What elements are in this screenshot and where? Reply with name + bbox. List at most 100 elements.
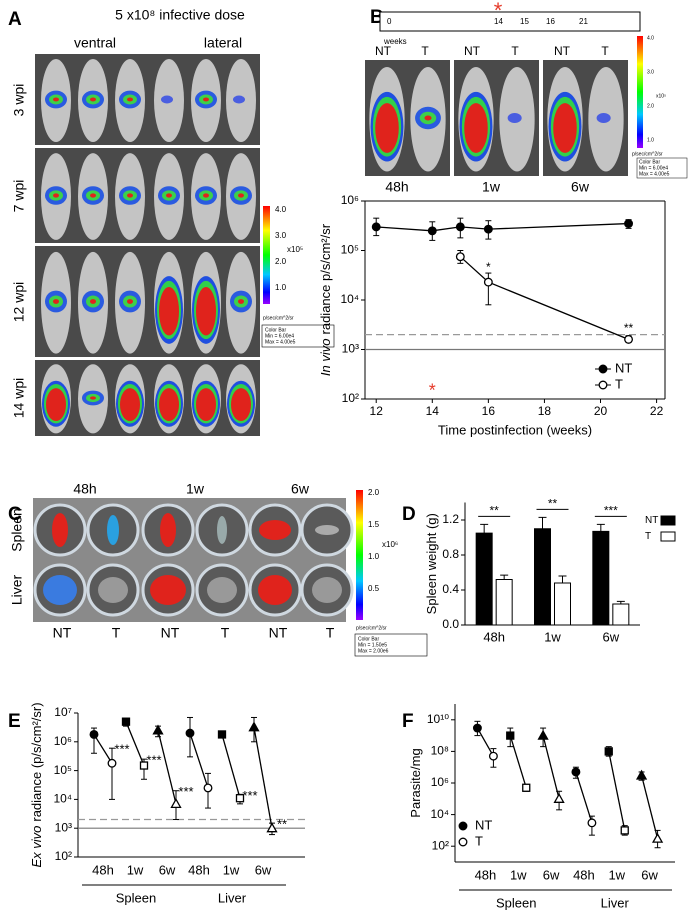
bar [612, 603, 630, 626]
panel-label: E [8, 711, 21, 732]
group-label: T [421, 44, 429, 58]
group-label: T [221, 625, 230, 641]
x-tick-label: 14 [426, 404, 440, 418]
color-bar-legend-text: Color Bar [639, 159, 660, 165]
image-background [35, 148, 260, 243]
legend-label: T [645, 531, 651, 542]
color-bar-legend-text: Max = 2.00e6 [358, 648, 389, 654]
pair-line [542, 735, 560, 799]
legend-label: NT [615, 360, 632, 375]
y-tick-label: 10² [342, 391, 359, 405]
y-tick-label: 10⁷ [54, 705, 72, 719]
marker [235, 794, 245, 803]
y-tick-label: 10⁵ [341, 243, 359, 257]
organ-signal [258, 575, 292, 605]
y-axis-title: Spleen weight (g) [424, 513, 439, 614]
organ-signal [312, 577, 342, 603]
panel-label: A [8, 9, 22, 30]
y-tick-label: 10⁴ [340, 292, 359, 306]
marker [483, 224, 493, 234]
pair-line [93, 734, 113, 764]
y-tick-label: 10⁸ [431, 744, 449, 758]
color-bar-unit: p/sec/cm^2/sr [356, 625, 387, 631]
y-tick-label: 10³ [342, 342, 359, 356]
organ-label: Spleen [9, 508, 25, 552]
organ-signal [207, 577, 237, 603]
group-label: Spleen [496, 895, 536, 910]
marker [651, 832, 664, 843]
mouse-image [41, 251, 71, 354]
x-tick-label: 6w [603, 629, 620, 644]
y-tick-label: 0.0 [442, 617, 459, 631]
pair-line [608, 751, 626, 831]
marker [624, 219, 634, 229]
color-bar-tick: 3.0 [275, 231, 287, 240]
significance-label: ** [489, 504, 499, 518]
group-label: NT [269, 625, 288, 641]
color-bar-unit: p/sec/cm^2/sr [263, 315, 294, 321]
view-label: lateral [204, 35, 242, 51]
group-label: Liver [218, 890, 247, 905]
timeline-label: 16 [546, 17, 555, 26]
annotation: * [429, 381, 436, 401]
x-tick-label: 22 [650, 404, 664, 418]
significance-label: *** [146, 753, 161, 768]
marker [107, 758, 117, 768]
color-bar [637, 36, 643, 148]
color-bar [356, 490, 363, 620]
marker [89, 729, 99, 739]
x-tick-label: 1w [223, 862, 240, 877]
y-axis-title: In vivo radiance p/s/cm²/sr [318, 223, 333, 376]
group-label: NT [375, 44, 392, 58]
y-axis-title-italic: In vivo [318, 338, 333, 376]
timeline-unit: weeks [383, 37, 407, 46]
color-bar-tick: 4.0 [647, 35, 654, 41]
marker [455, 252, 465, 262]
row-label: 12 wpi [11, 282, 27, 322]
color-bar-tick: 1.0 [368, 552, 380, 561]
mouse-image [78, 251, 108, 354]
marker [587, 818, 597, 828]
y-tick-label: 10⁵ [54, 763, 72, 777]
legend-label: NT [645, 515, 658, 526]
mouse-image [588, 66, 624, 172]
mouse-image [41, 58, 71, 143]
y-tick-label: 10¹⁰ [427, 712, 449, 726]
group-label: T [601, 44, 609, 58]
y-axis-title: Parasite/mg [408, 748, 423, 817]
mouse-image [154, 153, 184, 240]
mouse-image [226, 58, 256, 143]
y-tick-label: 10² [432, 838, 449, 852]
mouse-image [410, 66, 446, 172]
x-tick-label: 6w [543, 867, 560, 882]
mouse-image [115, 153, 145, 240]
marker [537, 729, 549, 740]
x-tick-label: 6w [159, 862, 176, 877]
color-bar-legend-text: Max = 4.00e5 [639, 171, 670, 177]
panel-label: C [8, 504, 22, 525]
marker [203, 783, 213, 793]
pair-line [157, 730, 177, 805]
significance-label: *** [114, 742, 129, 757]
legend-swatch [660, 531, 676, 542]
time-label: 6w [291, 481, 310, 497]
mouse-image [191, 251, 221, 354]
x-tick-label: 1w [608, 867, 625, 882]
x-tick-label: 12 [370, 404, 384, 418]
x-tick-label: 6w [255, 862, 272, 877]
row-label: 3 wpi [11, 84, 27, 117]
x-tick-label: 48h [573, 867, 595, 882]
group-label: Liver [601, 895, 630, 910]
marker [266, 822, 278, 833]
color-bar-legend [636, 157, 688, 179]
color-bar-legend-text: Min = 1.50e5 [358, 642, 387, 648]
color-bar-tick: 1.0 [647, 137, 654, 143]
row-label: 14 wpi [11, 378, 27, 418]
color-bar-legend [354, 633, 428, 657]
x-tick-label: 1w [510, 867, 527, 882]
marker [371, 222, 381, 232]
x-tick-label: 6w [641, 867, 658, 882]
marker [152, 724, 164, 735]
color-bar-exponent: x10⁵ [656, 93, 666, 99]
